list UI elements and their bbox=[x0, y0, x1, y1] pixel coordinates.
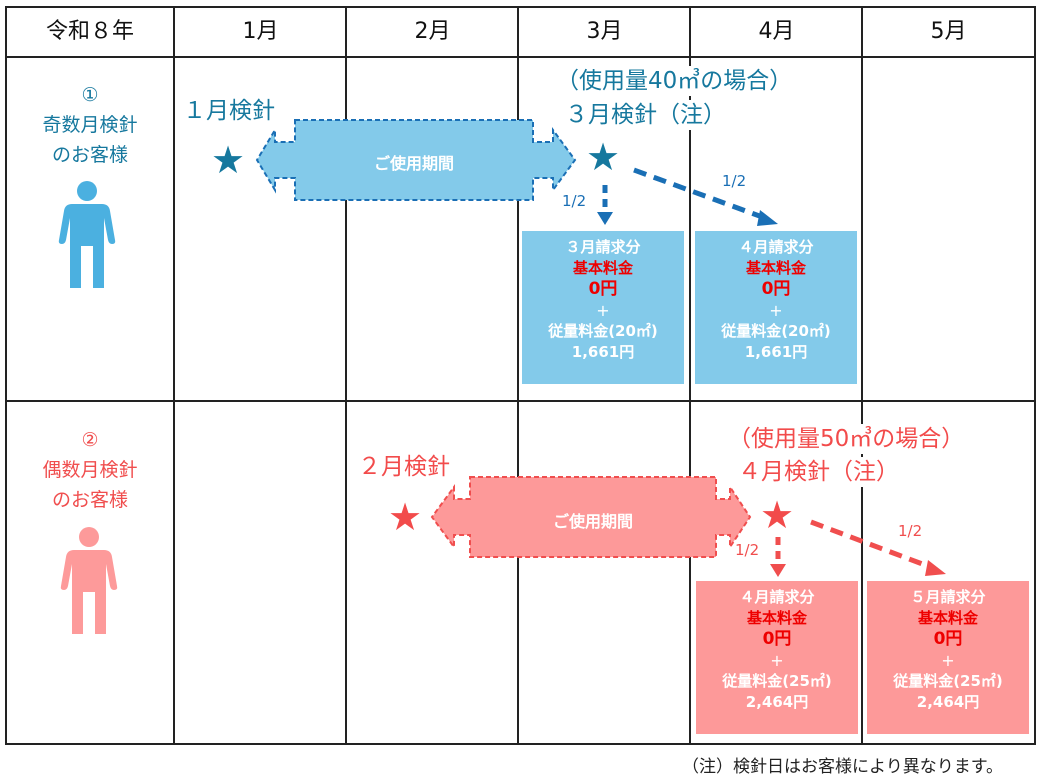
bill-usage-label: 従量料金(25㎡) bbox=[893, 672, 1003, 690]
column-divider bbox=[173, 6, 175, 745]
bill-base-label: 基本料金 bbox=[572, 259, 633, 277]
odd-label-line2: のお客様 bbox=[51, 144, 128, 166]
bill-base-value: 0円 bbox=[933, 629, 963, 649]
person-icon bbox=[58, 181, 116, 288]
bill-base-value: 0円 bbox=[761, 279, 791, 299]
bill-title: ３月請求分 bbox=[565, 238, 641, 256]
bill-usage-value: 1,661円 bbox=[571, 343, 635, 361]
bill-usage-value: 2,464円 bbox=[916, 693, 980, 711]
header-divider bbox=[5, 56, 1036, 58]
even-bill-april: ４月請求分 基本料金 0円 + 従量料金(25㎡) 2,464円 bbox=[696, 581, 858, 734]
even-end-meter-label: ４月検針（注） bbox=[738, 457, 899, 487]
odd-start-star-icon: ★ bbox=[211, 138, 246, 182]
odd-usage-period-arrow bbox=[255, 119, 577, 201]
even-usage-note: （使用量50㎥の場合） bbox=[728, 424, 965, 454]
footnote: （注）検針日はお客様により異なります。 bbox=[682, 757, 1003, 777]
odd-usage-note: （使用量40㎥の場合） bbox=[556, 66, 793, 96]
bill-title: ５月請求分 bbox=[910, 588, 986, 606]
bill-base-label: 基本料金 bbox=[745, 259, 806, 277]
column-divider bbox=[861, 6, 863, 745]
odd-bill-april: ４月請求分 基本料金 0円 + 従量料金(20㎡) 1,661円 bbox=[695, 231, 857, 384]
even-label-line1: 偶数月検針 bbox=[42, 459, 138, 481]
bill-base-label: 基本料金 bbox=[746, 609, 807, 627]
even-usage-period-label: ご使用期間 bbox=[552, 512, 633, 531]
header-month-2: 2月 bbox=[414, 19, 451, 44]
header-month-5: 5月 bbox=[930, 19, 967, 44]
table-border-right bbox=[1034, 6, 1036, 745]
header-month-1: 1月 bbox=[242, 19, 279, 44]
even-start-star-icon: ★ bbox=[388, 495, 423, 539]
bill-plus: + bbox=[770, 651, 784, 670]
header-year: 令和８年 bbox=[45, 19, 134, 44]
bill-usage-label: 従量料金(25㎡) bbox=[722, 672, 832, 690]
bill-plus: + bbox=[941, 651, 955, 670]
odd-label-line1: 奇数月検針 bbox=[42, 114, 138, 136]
header-month-4: 4月 bbox=[758, 19, 795, 44]
even-label-line2: のお客様 bbox=[51, 489, 128, 511]
odd-usage-period-label: ご使用期間 bbox=[373, 154, 454, 173]
bill-usage-label: 従量料金(20㎡) bbox=[721, 322, 831, 340]
bill-base-label: 基本料金 bbox=[917, 609, 978, 627]
even-bill-may: ５月請求分 基本料金 0円 + 従量料金(25㎡) 2,464円 bbox=[867, 581, 1029, 734]
table-border-top bbox=[5, 6, 1036, 8]
row-divider bbox=[5, 400, 1036, 402]
bill-usage-value: 2,464円 bbox=[745, 693, 809, 711]
bill-base-value: 0円 bbox=[588, 279, 618, 299]
even-number: ② bbox=[81, 429, 99, 451]
column-divider bbox=[345, 6, 347, 745]
odd-start-meter-label: １月検針 bbox=[183, 98, 275, 124]
odd-number: ① bbox=[81, 84, 99, 106]
odd-end-meter-label: ３月検針（注） bbox=[565, 100, 726, 130]
bill-plus: + bbox=[596, 301, 610, 320]
even-customer-label: ② 偶数月検針 のお客様 bbox=[6, 425, 174, 515]
odd-bill-march: ３月請求分 基本料金 0円 + 従量料金(20㎡) 1,661円 bbox=[522, 231, 684, 384]
bill-title: ４月請求分 bbox=[738, 238, 814, 256]
bill-usage-value: 1,661円 bbox=[744, 343, 808, 361]
bill-usage-label: 従量料金(20㎡) bbox=[548, 322, 658, 340]
table-border-bottom bbox=[5, 743, 1036, 745]
even-frac-down: 1/2 bbox=[735, 541, 760, 559]
even-usage-period-arrow bbox=[430, 476, 752, 558]
table-border-left bbox=[5, 6, 7, 745]
header-month-3: 3月 bbox=[586, 19, 623, 44]
even-frac-diag: 1/2 bbox=[898, 522, 923, 540]
odd-frac-diag: 1/2 bbox=[722, 172, 747, 190]
even-start-meter-label: ２月検針 bbox=[358, 454, 450, 480]
person-icon bbox=[60, 527, 118, 634]
column-divider bbox=[517, 6, 519, 745]
bill-base-value: 0円 bbox=[762, 629, 792, 649]
column-divider bbox=[689, 6, 691, 745]
bill-title: ４月請求分 bbox=[739, 588, 815, 606]
even-end-star-icon: ★ bbox=[760, 493, 795, 537]
bill-plus: + bbox=[769, 301, 783, 320]
odd-end-star-icon: ★ bbox=[586, 135, 621, 179]
odd-customer-label: ① 奇数月検針 のお客様 bbox=[6, 80, 174, 170]
odd-frac-down: 1/2 bbox=[562, 192, 587, 210]
